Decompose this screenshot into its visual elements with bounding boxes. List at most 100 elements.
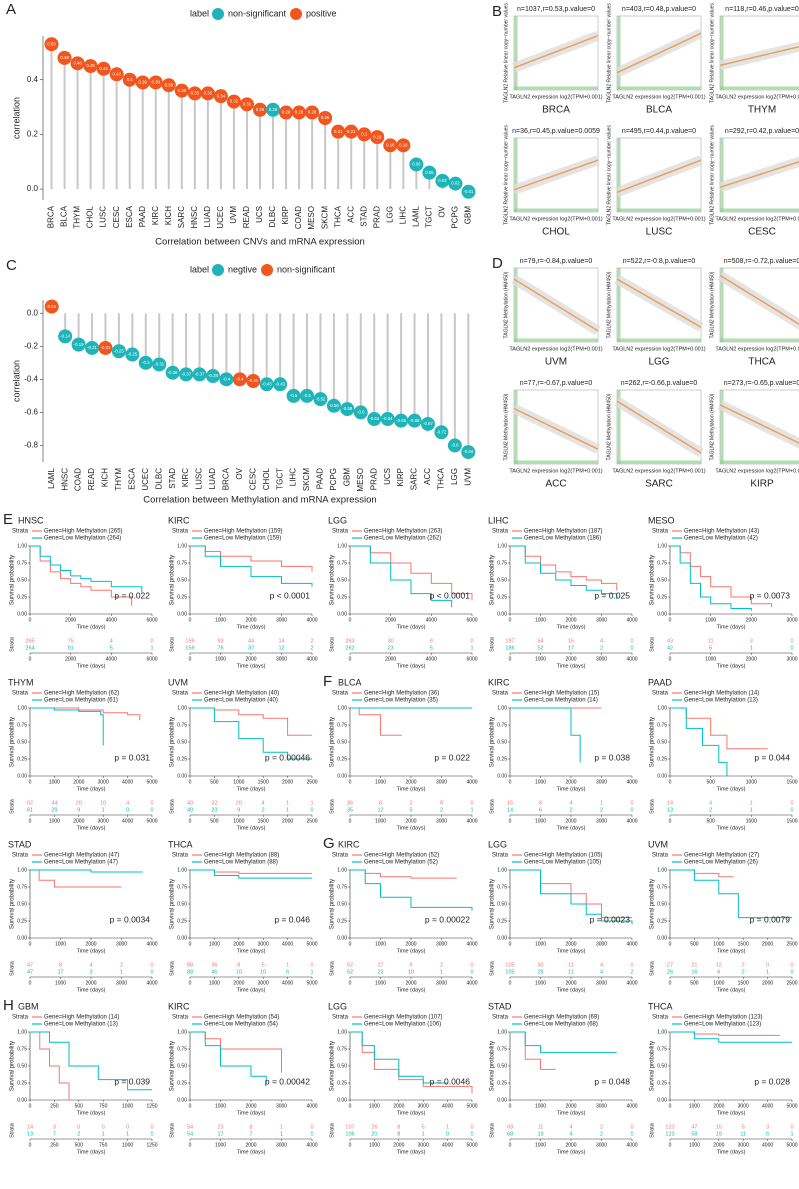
risk-x-tick-label: 0 (29, 1142, 32, 1148)
risk-count: 5 (430, 645, 433, 651)
risk-count: 4 (569, 1124, 572, 1130)
p-value: p = 0.0079 (750, 914, 791, 924)
x-tick-label: 2000 (65, 617, 76, 623)
x-tick-label: BLCA (60, 205, 69, 227)
y-tick-label: 0.50 (337, 739, 347, 745)
risk-label: Strata (329, 1122, 335, 1138)
risk-count: 32 (211, 800, 217, 806)
y-tick-label: 0.2 (27, 130, 39, 139)
y-axis-title: Survival probability (650, 717, 656, 767)
risk-count: 2 (600, 1124, 603, 1130)
risk-count: 0 (126, 1124, 129, 1130)
x-tick-label: 2000 (405, 779, 416, 785)
risk-x-tick-label: 3000 (596, 656, 607, 662)
risk-x-tick-label: 0 (669, 818, 672, 824)
x-tick-label: LAML (47, 467, 56, 488)
risk-x-axis-title: Time (days) (237, 663, 266, 669)
risk-count: 8 (539, 800, 542, 806)
dot (292, 105, 307, 120)
cancer-name: LGG (648, 357, 669, 368)
risk-count: 20 (236, 800, 242, 806)
x-tick-label: 1000 (535, 617, 546, 623)
x-tick-label: 1500 (738, 941, 749, 947)
x-tick-label: OV (235, 467, 244, 479)
x-tick-label: 1000 (375, 779, 386, 785)
risk-count: 19 (537, 1131, 543, 1137)
risk-count: 123 (665, 1124, 674, 1130)
x-tick-label: UCS (255, 206, 264, 223)
x-tick-label: LIHC (289, 468, 298, 486)
risk-x-tick-label: 0 (189, 818, 192, 824)
y-tick-label: 0.25 (17, 756, 27, 762)
y-tick-label: 0.00 (337, 611, 347, 617)
risk-count: 0 (150, 962, 153, 968)
risk-count: 6 (717, 969, 720, 975)
risk-x-tick-label: 0 (509, 656, 512, 662)
x-tick-label: 2000 (746, 617, 757, 623)
risk-x-tick-label: 1000 (375, 818, 386, 824)
y-tick-label: 0.50 (177, 901, 187, 907)
risk-count: 36 (211, 962, 217, 968)
survival-curve (30, 545, 143, 593)
y-tick-label: 0.25 (657, 594, 667, 600)
dot-label: 0.09 (412, 162, 421, 167)
x-tick-label: 1000 (535, 779, 546, 785)
x-tick-label: LUAD (208, 468, 217, 490)
dot (300, 388, 315, 403)
risk-x-tick-label: 1000 (535, 980, 546, 986)
x-tick-label: SKCM (320, 206, 329, 229)
risk-count: 1 (750, 645, 753, 651)
risk-count: 69 (507, 1124, 513, 1130)
x-axis-title: Time (days) (557, 624, 586, 630)
dot (232, 372, 247, 387)
dot-label: 0.42 (112, 71, 121, 76)
x-tick-label: 1000 (535, 941, 546, 947)
risk-count: 20 (371, 1131, 377, 1137)
dot-label: 0.28 (295, 110, 304, 115)
legend-title: Strata (652, 853, 669, 859)
y-tick-label: 0.50 (657, 901, 667, 907)
risk-count: 35 (347, 807, 353, 813)
dot (138, 355, 153, 370)
y-tick-label: -0.4 (24, 374, 38, 383)
legend-title: Strata (172, 529, 189, 535)
x-tick-label: COAD (74, 468, 83, 491)
risk-x-tick-label: 4000 (442, 1142, 453, 1148)
y-tick-label: 0.00 (177, 773, 187, 779)
risk-count: 6 (766, 1131, 769, 1137)
survival-curve (510, 545, 618, 600)
km-title: LGG (328, 515, 347, 525)
risk-count: 10 (236, 969, 242, 975)
y-tick-label: 0.00 (337, 773, 347, 779)
risk-x-tick-label: 2000 (393, 1142, 404, 1148)
y-tick-label: 0.25 (17, 1080, 27, 1086)
y-axis-title: Survival probability (170, 879, 176, 929)
risk-count: 0 (310, 807, 313, 813)
risk-count: 5 (709, 645, 712, 651)
x-tick-label: 500 (210, 779, 219, 785)
dot-label: -0.41 (248, 378, 258, 383)
risk-count: 23 (388, 645, 394, 651)
risk-x-tick-label: 0 (29, 818, 32, 824)
y-axis-title: TAGLN2 Relative linear copy−number value… (606, 125, 612, 225)
risk-x-tick-label: 6000 (146, 656, 157, 662)
dot (357, 127, 372, 142)
legend-title: Strata (492, 853, 509, 859)
risk-x-tick-label: 0 (349, 818, 352, 824)
km-title: MESO (648, 515, 675, 525)
risk-x-tick-label: 4000 (106, 656, 117, 662)
legend-label: Gene=High Methylation (88) (204, 853, 279, 859)
dot (396, 138, 411, 153)
dot-label: -0.5 (303, 393, 311, 398)
y-tick-label: 0.75 (657, 884, 667, 890)
x-tick-label: 2000 (245, 1103, 256, 1109)
risk-count: 9 (77, 807, 80, 813)
survival-curve (670, 1031, 792, 1043)
risk-count: 1 (750, 800, 753, 806)
legend-title: Strata (12, 691, 29, 697)
risk-x-tick-label: 4000 (306, 656, 317, 662)
y-tick-label: 0.25 (177, 1080, 187, 1086)
y-axis-title: TAGLN2 Methylation (HM450) (503, 393, 509, 460)
x-tick-label: 250 (50, 1103, 59, 1109)
p-value: p = 0.028 (754, 1076, 790, 1086)
